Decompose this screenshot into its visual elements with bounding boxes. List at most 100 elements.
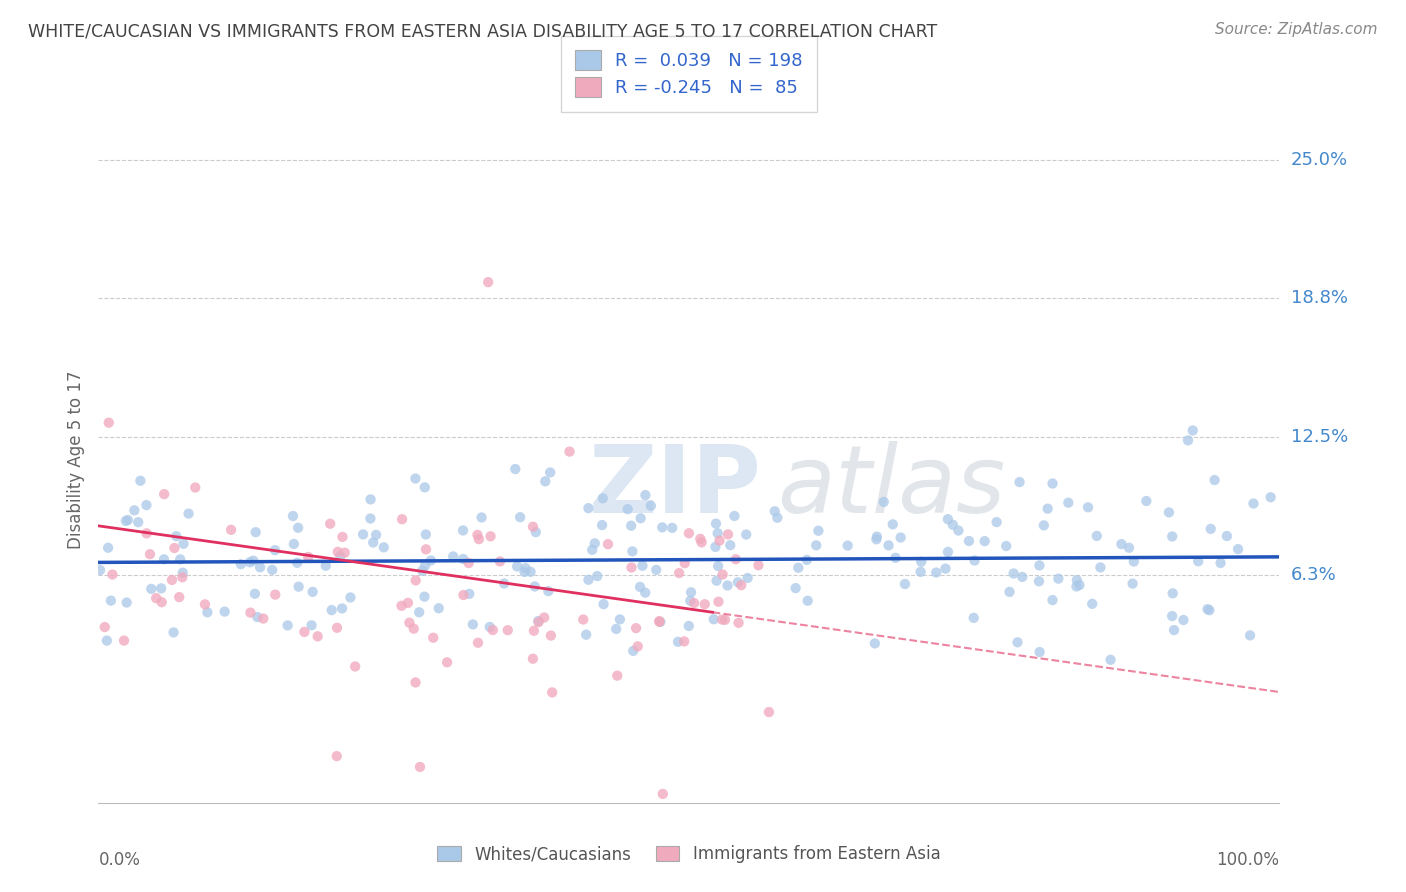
Point [620,560,643,574]
Point [942,517,965,532]
Point [709,533,731,548]
Point [281,508,304,523]
Point [703,612,725,626]
Point [219,523,242,537]
Point [249,560,271,574]
Point [519,565,541,579]
Point [706,526,728,541]
Point [1069,578,1091,592]
Point [796,553,818,567]
Point [1243,497,1265,511]
Point [1118,541,1140,555]
Point [522,651,544,665]
Point [689,532,711,546]
Point [301,585,323,599]
Point [1032,518,1054,533]
Point [621,544,644,558]
Point [806,538,828,552]
Point [1161,586,1184,600]
Point [998,585,1021,599]
Point [634,585,657,599]
Point [97,541,120,555]
Point [471,510,494,524]
Point [1198,603,1220,617]
Point [1042,476,1064,491]
Point [583,536,606,550]
Point [141,582,163,596]
Point [866,530,889,544]
Point [461,617,484,632]
Point [162,625,184,640]
Point [515,561,537,575]
Point [264,588,287,602]
Point [1161,609,1184,624]
Point [537,584,560,599]
Point [766,510,789,524]
Point [648,615,671,629]
Point [673,634,696,648]
Point [523,624,546,638]
Point [326,749,349,764]
Point [391,599,413,613]
Point [963,553,986,567]
Point [153,487,176,501]
Point [243,587,266,601]
Point [150,582,173,596]
Point [890,531,912,545]
Point [1066,579,1088,593]
Point [344,659,367,673]
Point [522,519,544,533]
Point [496,623,519,637]
Point [727,575,749,590]
Point [396,596,419,610]
Point [359,511,381,525]
Point [609,612,631,626]
Point [139,547,162,561]
Point [404,471,426,485]
Point [807,524,830,538]
Point [934,561,956,575]
Point [575,628,598,642]
Point [413,590,436,604]
Point [1204,473,1226,487]
Point [101,567,124,582]
Point [693,597,716,611]
Point [1111,537,1133,551]
Point [294,624,316,639]
Point [194,598,217,612]
Point [457,556,479,570]
Point [620,518,643,533]
Point [735,527,758,541]
Point [411,564,433,578]
Point [97,416,120,430]
Point [160,573,183,587]
Point [1011,570,1033,584]
Point [352,527,374,541]
Point [398,615,420,630]
Point [523,580,546,594]
Point [172,566,194,580]
Point [1081,597,1104,611]
Point [242,554,264,568]
Point [1077,500,1099,515]
Point [1057,496,1080,510]
Point [678,526,700,541]
Point [1066,573,1088,587]
Point [1135,494,1157,508]
Point [541,685,564,699]
Point [957,534,980,549]
Point [115,595,138,609]
Text: 12.5%: 12.5% [1291,428,1348,446]
Text: 18.8%: 18.8% [1291,289,1347,307]
Point [297,549,319,564]
Point [1157,505,1180,519]
Point [373,541,395,555]
Point [581,542,603,557]
Point [1122,554,1144,568]
Point [787,561,810,575]
Point [1047,572,1070,586]
Point [1260,490,1282,504]
Point [489,554,512,568]
Point [758,705,780,719]
Point [1161,529,1184,543]
